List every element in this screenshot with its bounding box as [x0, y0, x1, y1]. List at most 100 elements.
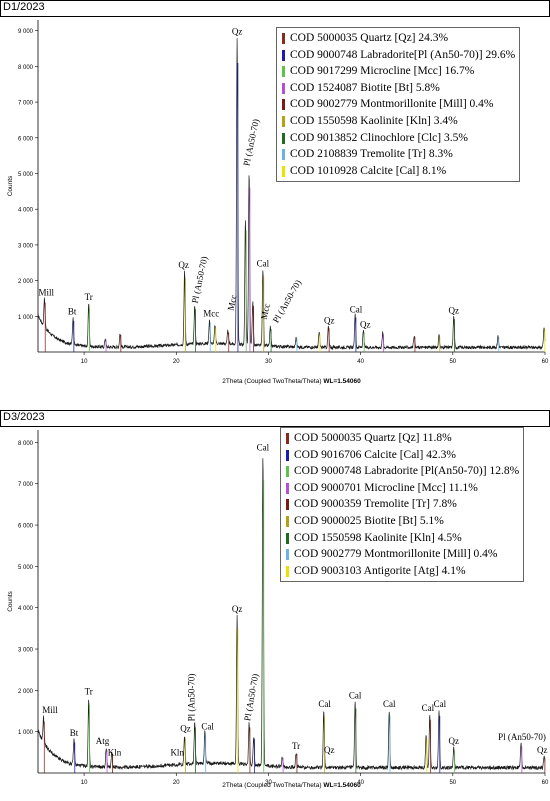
legend-item: COD 9000701 Microcline [Mcc] 11.1% — [285, 480, 519, 497]
legend-swatch — [282, 132, 285, 144]
legend-swatch — [286, 499, 289, 511]
y-tick-label: 1 000 — [18, 730, 34, 736]
legend-label: COD 1524087 Biotite [Bt] 5.8% — [290, 81, 440, 94]
peak-label: Pl (An50-70) — [242, 673, 260, 722]
peak-label: Atg — [96, 736, 110, 746]
legend-label: COD 9000748 Labradorite [Pl(An50-70)] 12… — [294, 465, 520, 478]
y-tick-label: 7 000 — [18, 101, 34, 107]
peak-label: Pl (An50-70) — [498, 732, 546, 742]
peak-label: Cal — [349, 691, 362, 701]
wavelength-label: WL=1.54060 — [323, 782, 361, 789]
x-tick-label: 50 — [449, 780, 456, 786]
peak-label: Pl (An50-70) — [187, 674, 197, 722]
legend-label: COD 1550598 Kaolinite [Kln] 4.5% — [294, 531, 462, 544]
y-tick-label: 3 000 — [18, 243, 34, 249]
x-tick-label: 20 — [173, 780, 180, 786]
peak-label: Cal — [434, 699, 447, 709]
panel-header: D3/2023 — [0, 410, 550, 427]
chart-svg: 1 000 2 000 3 000 4 000 5 000 6 000 7 000 8 000… — [7, 20, 549, 385]
peak-label: Pl (An50-70) — [271, 278, 304, 324]
peak-label: Qz — [180, 724, 191, 734]
diffraction-trace — [37, 458, 546, 771]
y-tick-label: 1 000 — [18, 315, 34, 321]
legend-swatch — [286, 515, 289, 527]
chart-svg: 1 000 2 000 3 000 4 000 5 000 6 000 7 000 8 000… — [7, 430, 549, 789]
peak-label: Pl (An50-70) — [190, 255, 210, 304]
legend-label: COD 9002779 Montmorillonite [Mill] 0.4% — [294, 548, 498, 561]
legend-swatch — [286, 482, 289, 494]
y-tick-label: 2 000 — [18, 689, 34, 695]
x-tick-label: 60 — [542, 359, 549, 365]
legend-item: COD 9002779 Montmorillonite [Mill] 0.4% — [285, 546, 519, 563]
legend: COD 5000035 Quartz [Qz] 24.3% COD 9000748… — [276, 27, 521, 183]
legend-label: COD 1010928 Calcite [Cal] 8.1% — [290, 164, 447, 177]
legend-label: COD 9017299 Microcline [Mcc] 16.7% — [290, 65, 475, 78]
y-tick-label: 8 000 — [18, 441, 34, 447]
peak-label: Mcc — [259, 303, 272, 321]
peak-label: Cal — [383, 699, 396, 709]
peak-label: Pl (An50-70) — [241, 118, 261, 167]
x-tick-label: 40 — [357, 359, 364, 365]
legend-swatch — [282, 99, 285, 111]
peak-label: Cal — [318, 699, 331, 709]
legend-swatch — [286, 532, 289, 544]
peak-label: Bt — [68, 307, 77, 317]
legend-item: COD 9017299 Microcline [Mcc] 16.7% — [281, 63, 515, 80]
x-axis-label: 2Theta (Coupled TwoTheta/Theta) WL=1.540… — [222, 378, 361, 385]
legend-item: COD 1524087 Biotite [Bt] 5.8% — [281, 80, 515, 97]
legend-swatch — [282, 115, 285, 127]
legend-swatch — [282, 66, 285, 78]
legend-label: COD 1550598 Kaolinite [Kln] 3.4% — [290, 114, 458, 127]
legend-label: COD 9000359 Tremolite [Tr] 7.8% — [294, 498, 457, 511]
legend-item: COD 2108839 Tremolite [Tr] 8.3% — [281, 146, 515, 163]
peak-label: Kln — [170, 748, 184, 758]
peak-label: Cal — [257, 443, 270, 453]
legend-item: COD 9002779 Montmorillonite [Mill] 0.4% — [281, 96, 515, 113]
peak-label: Mcc — [226, 294, 239, 312]
x-tick-label: 30 — [265, 780, 272, 786]
peak-label: Cal — [422, 703, 435, 713]
legend-item: COD 9000359 Tremolite [Tr] 7.8% — [285, 496, 519, 513]
peak-label: Qz — [448, 736, 459, 746]
x-axis-label: 2Theta (Coupled TwoTheta/Theta) WL=1.540… — [222, 782, 361, 789]
peak-label: Kln — [108, 748, 122, 758]
legend-label: COD 5000035 Quartz [Qz] 11.8% — [294, 432, 452, 444]
panel-title: D1/2023 — [3, 1, 45, 13]
legend-item: COD 9013852 Clinochlore [Clc] 3.5% — [281, 130, 515, 147]
legend-swatch — [282, 149, 285, 161]
peak-label: Qz — [232, 604, 243, 614]
legend-label: COD 9000701 Microcline [Mcc] 11.1% — [294, 481, 478, 494]
x-tick-label: 10 — [81, 359, 88, 365]
legend-swatch — [286, 433, 289, 444]
peak-label: Qz — [232, 26, 243, 36]
legend-label: COD 2108839 Tremolite [Tr] 8.3% — [290, 148, 453, 161]
legend-item: COD 1550598 Kaolinite [Kln] 3.4% — [281, 113, 515, 130]
legend-swatch — [282, 49, 285, 61]
peak-label: Mill — [42, 705, 58, 715]
legend-swatch — [286, 449, 289, 461]
y-tick-label: 9 000 — [18, 29, 34, 35]
peak-label: Tr — [85, 292, 93, 302]
legend-item: COD 5000035 Quartz [Qz] 11.8% — [285, 430, 519, 447]
x-tick-label: 20 — [173, 359, 180, 365]
x-tick-label: 30 — [265, 359, 272, 365]
diffraction-trace — [37, 38, 546, 351]
legend-label: COD 9000748 Labradorite[Pl (An50-70)] 29… — [290, 48, 516, 61]
x-tick-label: 10 — [81, 780, 88, 786]
diffractogram-panel-d1: D1/2023 1 000 2 000 3 000 4 000 5 000 6 000 7 … — [0, 0, 550, 400]
legend-label: COD 9002779 Montmorillonite [Mill] 0.4% — [290, 98, 494, 111]
legend-label: COD 9016706 Calcite [Cal] 42.3% — [294, 448, 456, 461]
y-tick-label: 6 000 — [18, 524, 34, 530]
peak-label: Cal — [201, 722, 214, 732]
legend-swatch — [282, 33, 285, 44]
peak-label: Tr — [85, 686, 93, 696]
y-tick-label: 5 000 — [18, 172, 34, 178]
y-tick-label: 4 000 — [18, 606, 34, 612]
peak-label: Bt — [70, 728, 79, 738]
legend-item: COD 9000025 Biotite [Bt] 5.1% — [285, 513, 519, 530]
peak-label: Tr — [292, 741, 300, 751]
legend-item: COD 1010928 Calcite [Cal] 8.1% — [281, 163, 515, 180]
peak-label: Cal — [350, 305, 363, 315]
panel-title: D3/2023 — [3, 411, 45, 423]
y-tick-label: 8 000 — [18, 65, 34, 71]
